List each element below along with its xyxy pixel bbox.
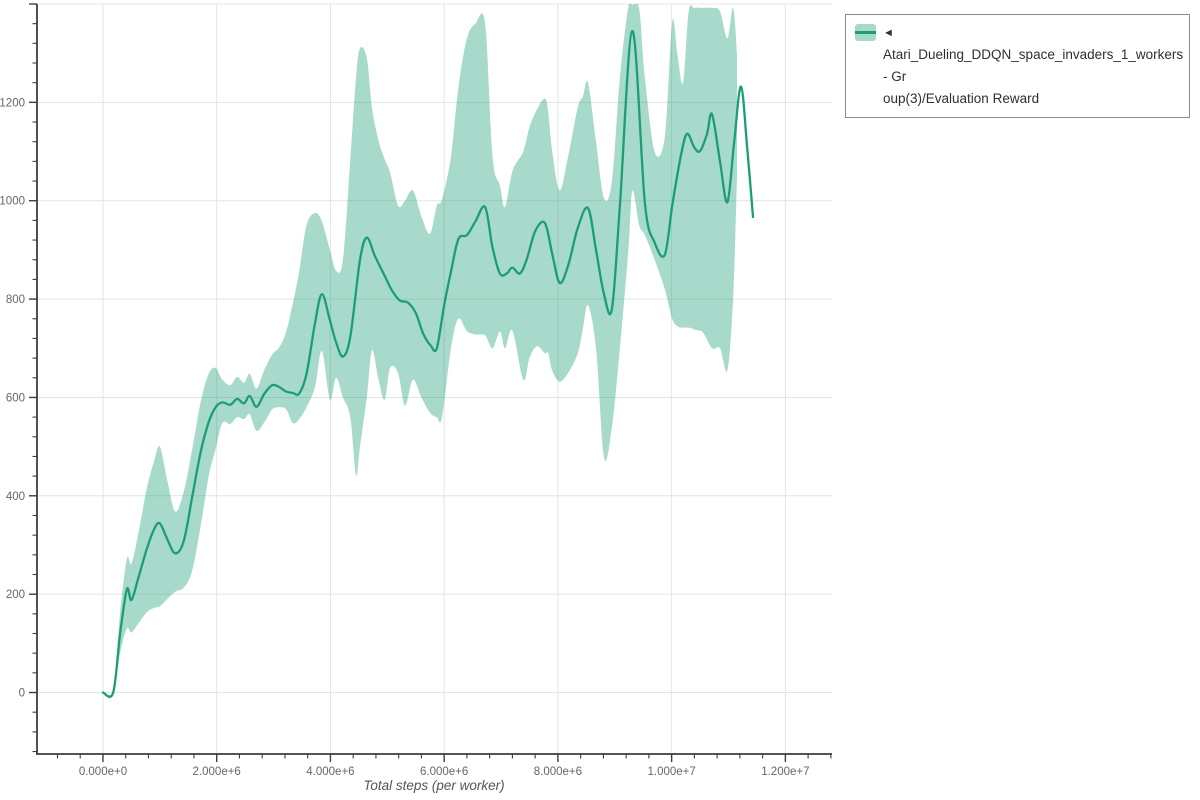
- grid-lines: [37, 3, 832, 754]
- svg-text:6.000e+6: 6.000e+6: [420, 766, 468, 778]
- legend-collapse-icon[interactable]: ◄: [883, 27, 894, 39]
- mean-line: [101, 29, 755, 698]
- legend-label: ◄ Atari_Dueling_DDQN_space_invaders_1_wor…: [883, 21, 1183, 110]
- x-axis-title: Total steps (per worker): [363, 778, 504, 793]
- legend-swatch-line: [855, 31, 876, 34]
- svg-text:0.000e+0: 0.000e+0: [79, 766, 127, 778]
- svg-text:8.000e+6: 8.000e+6: [534, 766, 582, 778]
- svg-text:1200: 1200: [0, 97, 25, 109]
- svg-text:0: 0: [19, 688, 25, 700]
- legend-swatch-band: [855, 24, 876, 41]
- confidence-band: [103, 4, 737, 699]
- legend: ◄ Atari_Dueling_DDQN_space_invaders_1_wor…: [845, 14, 1190, 118]
- legend-label-line2: oup(3)/Evaluation Reward: [883, 91, 1040, 106]
- svg-text:400: 400: [6, 491, 25, 503]
- svg-text:1.000e+7: 1.000e+7: [647, 766, 695, 778]
- svg-text:1000: 1000: [0, 196, 25, 208]
- svg-text:1.200e+7: 1.200e+7: [761, 766, 809, 778]
- tick-labels: 0.000e+0 2.000e+6 4.000e+6 6.000e+6 8.000e+6…: [0, 97, 810, 778]
- svg-text:800: 800: [6, 294, 25, 306]
- svg-text:4.000e+6: 4.000e+6: [306, 766, 354, 778]
- legend-entry-evaluation-reward[interactable]: ◄ Atari_Dueling_DDQN_space_invaders_1_wor…: [854, 21, 1183, 110]
- svg-text:600: 600: [6, 392, 25, 404]
- legend-label-line1: Atari_Dueling_DDQN_space_invaders_1_work…: [883, 47, 1184, 84]
- svg-text:200: 200: [6, 589, 25, 601]
- svg-text:2.000e+6: 2.000e+6: [193, 766, 241, 778]
- series-layer: [101, 4, 755, 699]
- axes: [29, 3, 832, 762]
